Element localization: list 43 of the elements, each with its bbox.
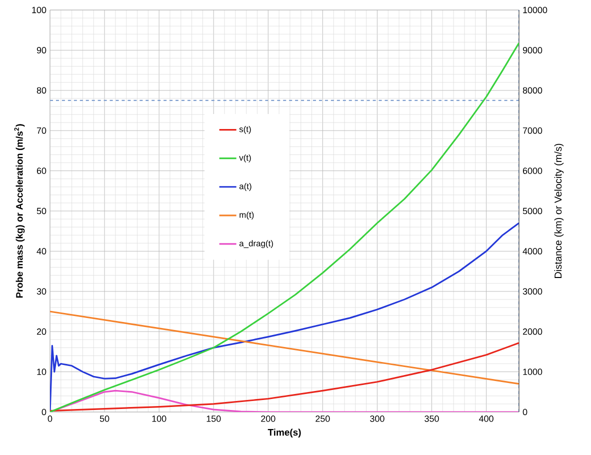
y-tick-label: 60 <box>36 168 46 174</box>
legend-label: m(t) <box>240 212 254 220</box>
y-tick-label: 30 <box>36 288 46 295</box>
x-tick-label: 350 <box>424 416 439 422</box>
y2-tick-label: 9000 <box>522 47 542 54</box>
y-tick-label: 90 <box>36 47 46 54</box>
y2-tick-label: 8000 <box>522 87 542 94</box>
y2-tick-label: 10000 <box>523 6 548 14</box>
y-tick-label: 80 <box>36 87 46 94</box>
y2-tick-label: 5000 <box>522 208 542 214</box>
y-tick-label: 20 <box>36 328 46 335</box>
y-tick-label: 0 <box>42 408 46 416</box>
x-axis-title: Time(s) <box>268 428 301 438</box>
x-tick-label: 50 <box>100 416 110 422</box>
legend-label: v(t) <box>239 154 251 162</box>
y2-tick-label: 0 <box>522 408 528 416</box>
y-tick-label: 50 <box>36 208 46 214</box>
y-tick-label: 70 <box>36 127 46 134</box>
x-tick-label: 400 <box>479 416 494 422</box>
y2-tick-label: 3000 <box>522 288 542 295</box>
x-tick-label: 200 <box>261 416 276 422</box>
y2-tick-label: 7000 <box>522 127 542 134</box>
x-tick-label: 300 <box>370 416 384 422</box>
y2-tick-label: 1000 <box>523 368 542 375</box>
legend-label: a_drag(t) <box>239 240 273 248</box>
x-tick-label: 0 <box>48 416 52 422</box>
y2-tick-label: 6000 <box>522 168 542 174</box>
y-tick-label: 40 <box>36 248 46 254</box>
line-series <box>50 42 520 412</box>
y2-axis-title: Distance (km) or Velocity (m/s) <box>554 144 564 278</box>
y-axis-title: Probe mass (kg) or Acceleration (m/s$^{2}$) <box>14 124 25 298</box>
y2-tick-label: 2000 <box>522 328 542 335</box>
x-tick-label: 250 <box>316 416 330 422</box>
y-tick-label: 10 <box>37 368 46 375</box>
line-series <box>50 222 520 412</box>
x-tick-label: 100 <box>152 416 166 422</box>
line-series <box>50 390 520 412</box>
line-series <box>50 342 520 412</box>
y2-tick-label: 4000 <box>522 248 542 254</box>
y-tick-label: 100 <box>32 6 46 14</box>
legend-label: s(t) <box>239 126 251 134</box>
legend-label: a(t) <box>239 183 252 191</box>
x-tick-label: 150 <box>206 416 221 422</box>
